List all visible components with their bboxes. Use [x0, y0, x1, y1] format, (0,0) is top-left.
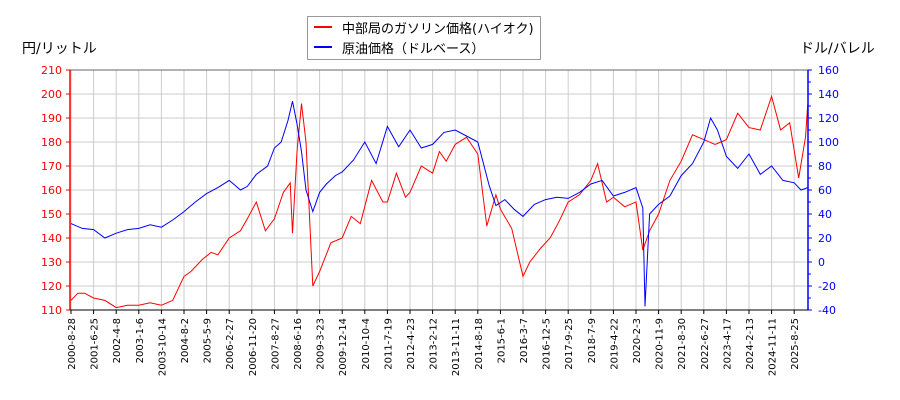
left-tick-label: 130: [41, 256, 62, 269]
x-tick-label: 2020-2-3: [632, 318, 643, 363]
x-tick-label: 2010-10-4: [361, 318, 372, 370]
x-tick-label: 2019-4-22: [609, 318, 620, 370]
legend-item-gasoline: 中部局のガソリン価格(ハイオク): [308, 17, 540, 37]
x-tick-label: 2018-7-9: [587, 318, 598, 363]
right-tick-label: 20: [818, 232, 832, 245]
right-tick-label: -20: [818, 280, 836, 293]
left-tick-label: 190: [41, 112, 62, 125]
gasoline-price-line: [70, 94, 809, 309]
x-tick-label: 2014-8-18: [474, 318, 485, 370]
x-tick-label: 2024-2-13: [745, 318, 756, 370]
x-tick-label: 2016-12-5: [542, 318, 553, 370]
right-tick-label: 80: [818, 160, 832, 173]
legend-label-crude: 原油価格（ドルベース）: [342, 41, 485, 57]
left-tick-label: 200: [41, 88, 62, 101]
x-tick-label: 2017-9-25: [564, 318, 575, 370]
left-tick-label: 150: [41, 208, 62, 221]
left-tick-label: 140: [41, 232, 62, 245]
left-tick-label: 120: [41, 280, 62, 293]
x-tick-label: 2015-6-1: [496, 318, 507, 363]
x-tick-label: 2003-1-6: [135, 318, 146, 363]
x-tick-label: 2004-8-2: [180, 318, 191, 363]
legend-item-crude: 原油価格（ドルベース）: [308, 37, 540, 57]
left-tick-label: 170: [41, 160, 62, 173]
x-tick-label: 2013-2-12: [429, 318, 440, 370]
grid: [70, 69, 808, 311]
x-tick-label: 2023-4-17: [722, 318, 733, 370]
x-tick-label: 2002-4-8: [112, 318, 123, 363]
right-tick-label: -40: [818, 304, 836, 317]
x-tick-label: 2025-8-25: [790, 318, 801, 370]
x-tick-label: 2009-3-23: [316, 318, 327, 370]
right-tick-label: 120: [818, 112, 839, 125]
right-tick-label: 160: [818, 64, 839, 77]
left-tick-label: 110: [41, 304, 62, 317]
left-tick-label: 180: [41, 136, 62, 149]
x-tick-label: 2009-12-14: [338, 318, 349, 376]
crude-oil-price-line: [70, 101, 808, 307]
x-tick-label: 2020-11-9: [655, 318, 666, 370]
x-tick-label: 2013-11-11: [451, 318, 462, 376]
x-tick-label: 2016-3-7: [519, 318, 530, 363]
right-tick-label: 0: [818, 256, 825, 269]
right-tick-label: 60: [818, 184, 832, 197]
x-tick-label: 2021-8-30: [677, 318, 688, 370]
x-tick-label: 2008-6-16: [293, 318, 304, 370]
x-tick-label: 2011-7-19: [383, 318, 394, 370]
left-axis-title: 円/リットル: [22, 41, 97, 57]
x-tick-label: 2003-10-14: [157, 318, 168, 376]
right-tick-label: 40: [818, 208, 832, 221]
x-tick-label: 2024-11-11: [768, 318, 779, 376]
right-axis-title: ドル/バレル: [800, 41, 875, 57]
right-tick-label: 140: [818, 88, 839, 101]
x-tick-label: 2001-6-25: [90, 318, 101, 370]
x-tick-label: 2000-8-28: [67, 318, 78, 370]
x-tick-label: 2006-11-20: [248, 318, 259, 376]
x-tick-label: 2007-8-27: [270, 318, 281, 370]
chart-legend: 中部局のガソリン価格(ハイオク) 原油価格（ドルベース）: [307, 16, 541, 60]
left-tick-label: 160: [41, 184, 62, 197]
legend-swatch-blue-icon: [314, 46, 332, 48]
legend-label-gasoline: 中部局のガソリン価格(ハイオク): [342, 21, 534, 37]
x-tick-label: 2022-6-27: [700, 318, 711, 370]
left-tick-label: 210: [41, 64, 62, 77]
x-tick-label: 2006-2-27: [225, 318, 236, 370]
x-tick-label: 2005-5-9: [203, 318, 214, 363]
legend-swatch-red-icon: [314, 26, 332, 28]
right-tick-label: 100: [818, 136, 839, 149]
x-tick-label: 2012-4-23: [406, 318, 417, 370]
